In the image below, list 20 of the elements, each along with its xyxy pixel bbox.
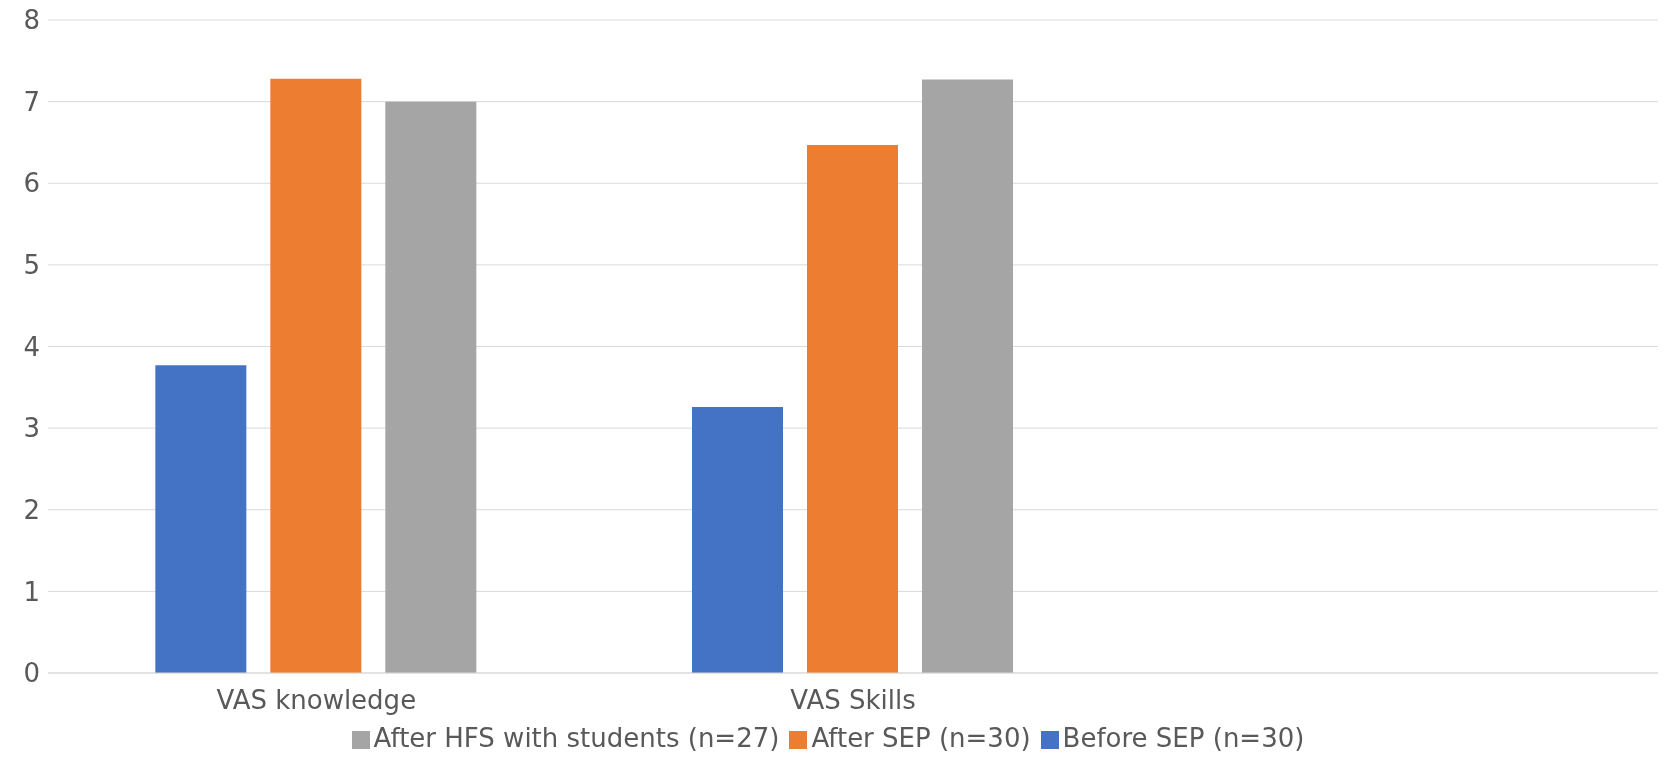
legend-label: Before SEP (n=30) xyxy=(1062,723,1305,753)
y-tick-label: 5 xyxy=(23,250,40,281)
bar xyxy=(270,78,362,673)
bar xyxy=(692,406,783,673)
legend-label: After SEP (n=30) xyxy=(811,723,1031,753)
y-tick-label: 4 xyxy=(23,331,40,362)
bar xyxy=(385,101,477,673)
bar xyxy=(922,79,1013,673)
legend-label: After HFS with students (n=27) xyxy=(373,723,780,753)
y-tick-label: 8 xyxy=(23,5,40,36)
x-tick-label: VAS Skills xyxy=(790,685,916,716)
bar xyxy=(155,365,247,673)
x-tick-label: VAS knowledge xyxy=(216,685,417,716)
bar xyxy=(807,144,898,673)
y-tick-label: 0 xyxy=(23,658,40,689)
y-tick-label: 6 xyxy=(23,168,40,199)
y-tick-label: 1 xyxy=(23,576,40,607)
y-tick-label: 3 xyxy=(23,413,40,444)
y-tick-label: 2 xyxy=(23,494,40,525)
y-tick-label: 7 xyxy=(23,86,40,117)
